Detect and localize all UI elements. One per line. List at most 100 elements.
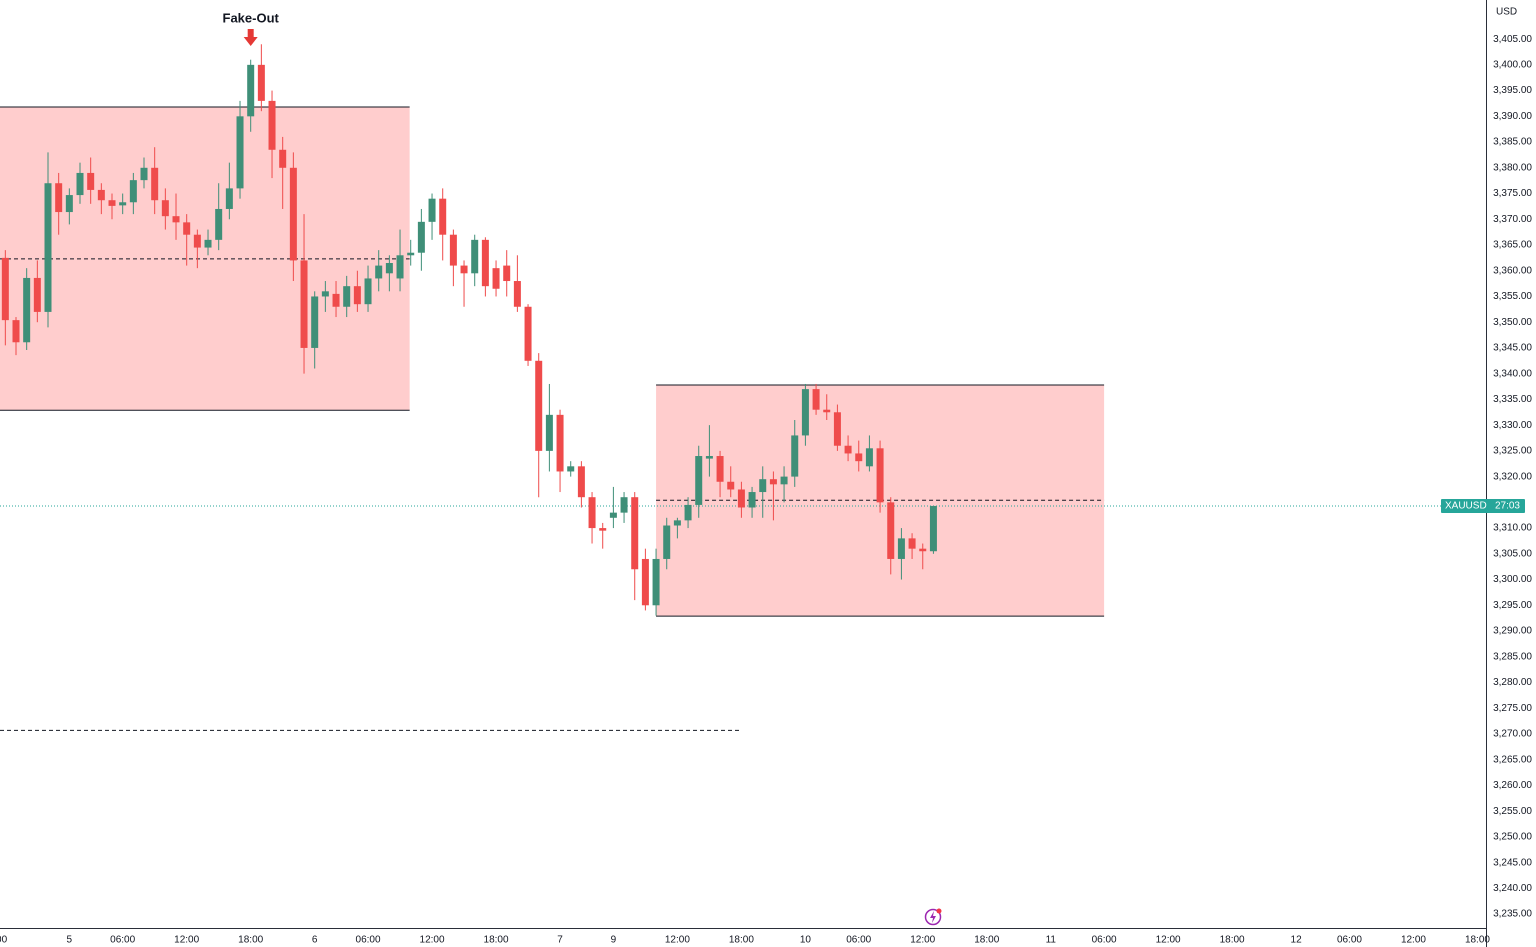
y-tick-label: 3,270.00	[1493, 729, 1532, 740]
y-tick-label: 3,310.00	[1493, 523, 1532, 534]
candle-body	[876, 448, 884, 503]
candle-body	[289, 167, 297, 261]
candle-body	[844, 445, 852, 454]
candle-body	[545, 414, 553, 451]
candle-body	[588, 497, 596, 529]
y-tick-label: 3,320.00	[1493, 471, 1532, 482]
x-tick-label: 18:00	[1220, 935, 1245, 946]
candle-body	[759, 479, 767, 493]
candle-body	[652, 558, 660, 606]
candle-body	[44, 183, 52, 312]
x-tick-label: 6	[312, 935, 318, 946]
x-tick-label: 06:00	[1092, 935, 1117, 946]
candle-body	[76, 172, 84, 196]
candle-body	[439, 198, 447, 235]
candle-body	[311, 296, 319, 348]
candle-body	[609, 512, 617, 518]
candle-body	[396, 255, 404, 279]
candle-body	[183, 222, 191, 235]
candle-body	[620, 497, 628, 513]
plot-area	[0, 44, 1486, 731]
candle-body	[23, 277, 31, 343]
candle-body	[791, 435, 799, 477]
candle-body	[727, 481, 735, 490]
y-tick-label: 3,325.00	[1493, 446, 1532, 457]
x-tick-label: 06:00	[846, 935, 871, 946]
candle-body	[247, 64, 255, 117]
y-tick-label: 3,335.00	[1493, 394, 1532, 405]
y-tick-label: 3,300.00	[1493, 574, 1532, 585]
candle-body	[663, 525, 671, 559]
candle-body	[215, 208, 223, 240]
candle-body	[823, 409, 831, 413]
candle-body	[87, 172, 95, 190]
y-tick-label: 3,380.00	[1493, 162, 1532, 173]
y-tick-label: 3,365.00	[1493, 240, 1532, 251]
candle-body	[129, 180, 137, 203]
candle-body	[801, 389, 809, 436]
candle-body	[268, 100, 276, 150]
y-tick-label: 3,285.00	[1493, 651, 1532, 662]
y-tick-label: 3,240.00	[1493, 883, 1532, 894]
x-tick-label: 7	[557, 935, 563, 946]
y-tick-label: 3,275.00	[1493, 703, 1532, 714]
candle-body	[1, 257, 9, 321]
candle-body	[716, 456, 724, 482]
candle-body	[65, 195, 73, 213]
candle-body	[33, 277, 41, 312]
candle-body	[460, 265, 468, 274]
candle-body	[353, 286, 361, 305]
y-tick-label: 3,400.00	[1493, 59, 1532, 70]
candle-body	[812, 389, 820, 410]
candle-body	[481, 239, 489, 287]
y-tick-label: 3,405.00	[1493, 34, 1532, 45]
x-tick-label: 18:00	[974, 935, 999, 946]
y-tick-label: 3,250.00	[1493, 832, 1532, 843]
candle-body	[524, 306, 532, 361]
x-tick-label: 18:00	[1465, 935, 1490, 946]
candle-body	[119, 202, 127, 206]
x-tick-label: 18:00	[238, 935, 263, 946]
y-tick-label: 3,350.00	[1493, 317, 1532, 328]
candle-body	[364, 278, 372, 305]
candle-body	[257, 64, 265, 101]
candle-body	[300, 260, 308, 348]
x-tick-label: 12:00	[174, 935, 199, 946]
y-tick-label: 3,355.00	[1493, 291, 1532, 302]
candle-body	[929, 505, 937, 552]
y-tick-label: 3,375.00	[1493, 188, 1532, 199]
x-tick-label: 12:00	[1401, 935, 1426, 946]
candle-body	[428, 198, 436, 222]
candle-body	[887, 502, 895, 559]
candle-body	[513, 281, 521, 307]
x-tick-label: 12:00	[910, 935, 935, 946]
y-tick-label: 3,330.00	[1493, 420, 1532, 431]
candle-body	[695, 456, 703, 505]
candle-body	[567, 466, 575, 472]
candle-body	[471, 239, 479, 274]
candle-body	[375, 265, 383, 279]
candle-body	[833, 412, 841, 446]
y-tick-label: 3,340.00	[1493, 368, 1532, 379]
candle-body	[556, 414, 564, 472]
y-tick-label: 3,295.00	[1493, 600, 1532, 611]
y-tick-label: 3,255.00	[1493, 806, 1532, 817]
y-tick-label: 3,305.00	[1493, 548, 1532, 559]
x-tick-label: 06:00	[110, 935, 135, 946]
candle-body	[204, 239, 212, 248]
y-tick-label: 3,235.00	[1493, 909, 1532, 920]
x-tick-label: 9	[611, 935, 617, 946]
x-tick-label: 18:00	[484, 935, 509, 946]
y-tick-label: 3,390.00	[1493, 111, 1532, 122]
candle-body	[332, 293, 340, 307]
candle-body	[407, 252, 415, 256]
y-tick-label: 3,395.00	[1493, 85, 1532, 96]
x-tick-label: 12:00	[420, 935, 445, 946]
y-tick-label: 3,360.00	[1493, 265, 1532, 276]
candle-body	[684, 504, 692, 521]
candle-body	[737, 489, 745, 508]
candle-body	[780, 476, 788, 485]
y-tick-label: 3,345.00	[1493, 343, 1532, 354]
